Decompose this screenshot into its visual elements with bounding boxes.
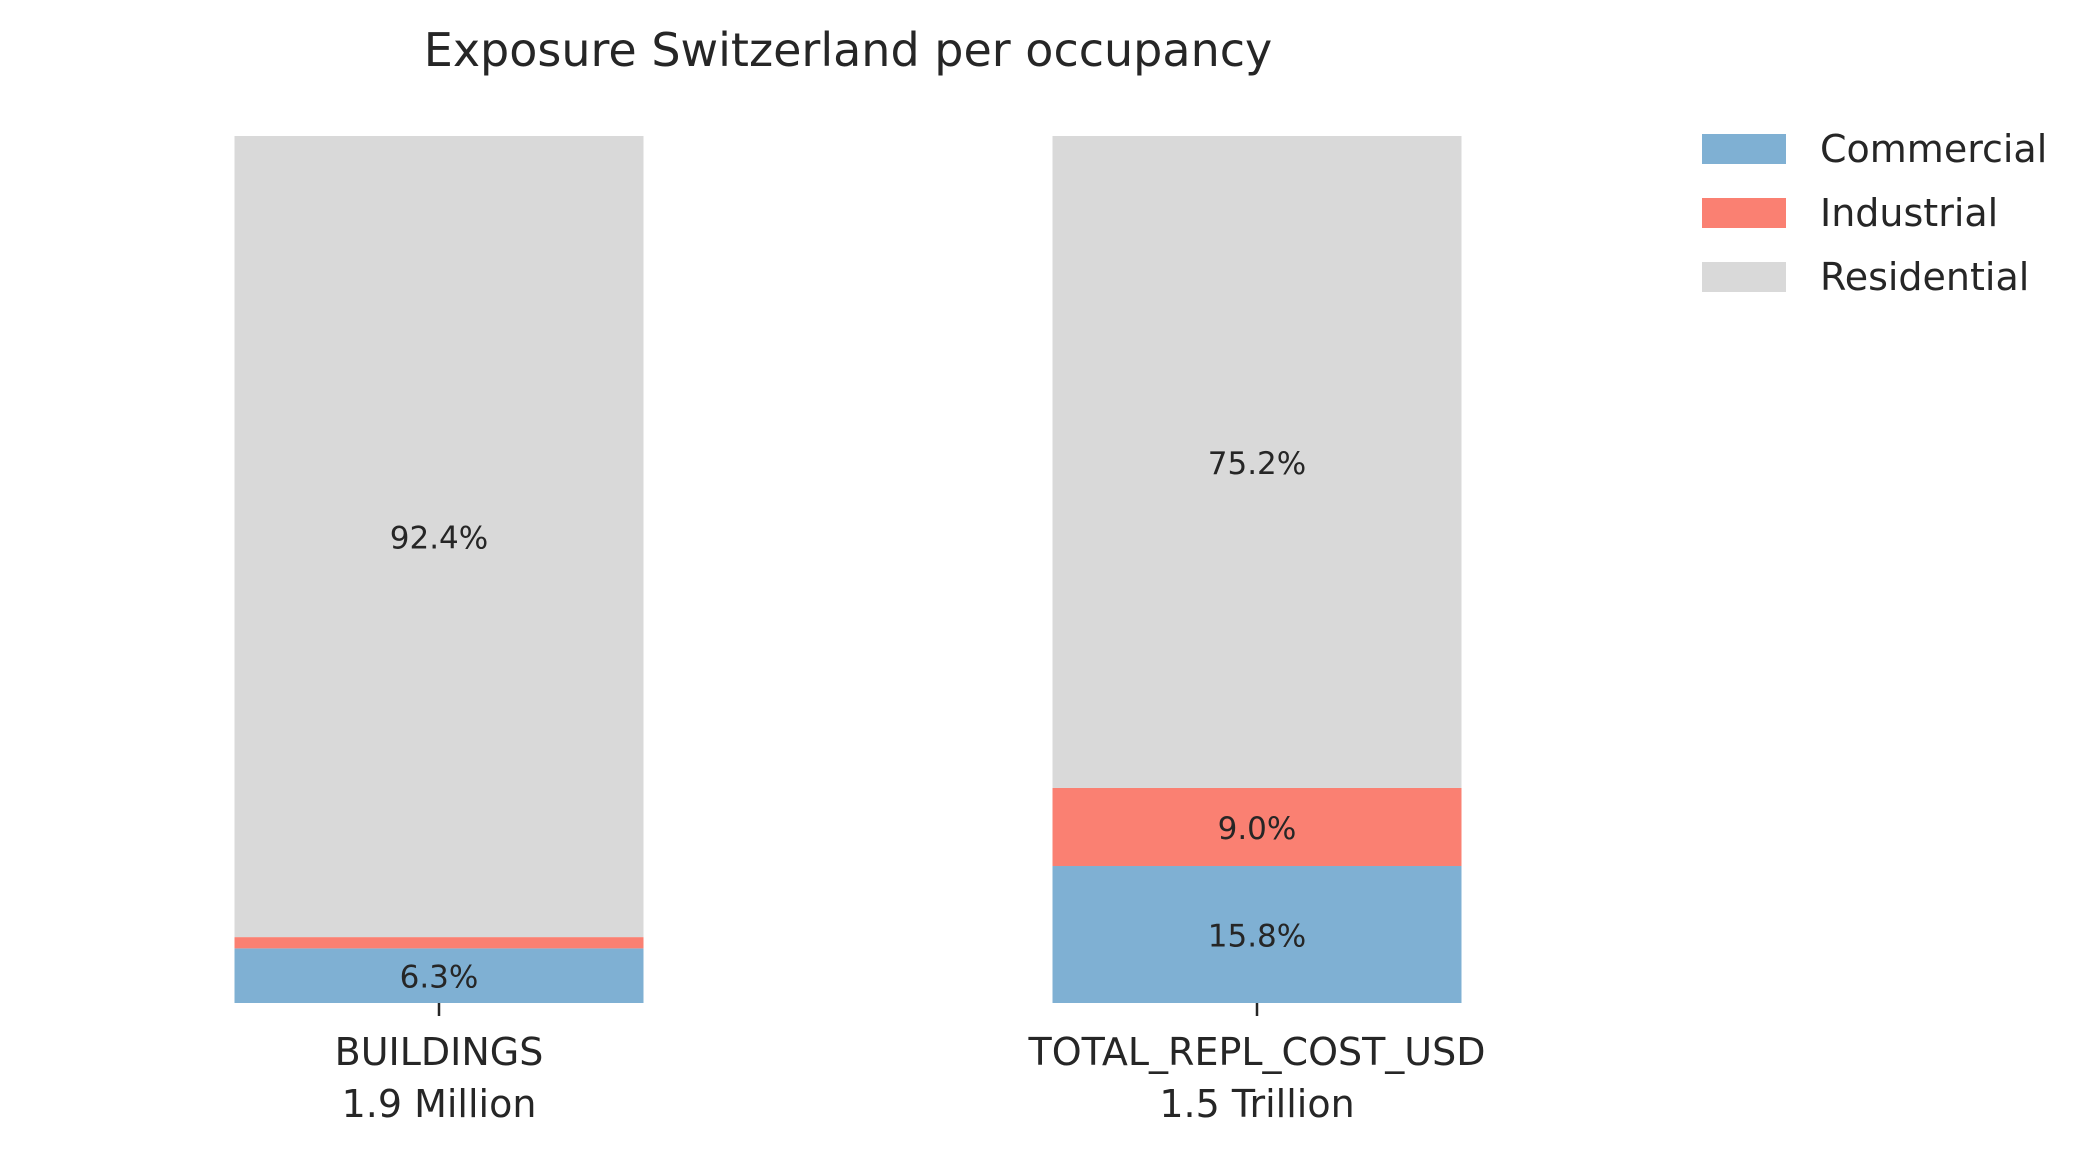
data-label-total-repl-cost-usd-residential: 75.2% [1208,446,1306,482]
legend-item-residential: Residential [1702,255,2029,299]
data-label-total-repl-cost-usd-industrial: 9.0% [1218,811,1297,847]
data-label-buildings-commercial: 6.3% [400,960,479,996]
legend-item-industrial: Industrial [1702,191,1998,235]
x-tick-total-total-repl-cost-usd: 1.5 Trillion [1159,1082,1354,1126]
x-tick-total-buildings: 1.9 Million [342,1082,537,1126]
data-label-buildings-residential: 92.4% [390,521,488,557]
x-tick-label-total-repl-cost-usd: TOTAL_REPL_COST_USD [1027,1030,1485,1074]
bar-total-repl-cost-usd-commercial [1052,866,1462,1003]
legend-swatch-industrial [1702,198,1786,228]
legend-item-commercial: Commercial [1702,127,2047,171]
legend-swatch-commercial [1702,134,1786,164]
legend-swatch-residential [1702,262,1786,292]
bars-layer [234,136,1462,1003]
legend-label-residential: Residential [1820,255,2029,299]
bar-buildings-industrial [234,937,644,949]
x-tick-label-buildings: BUILDINGS [335,1030,544,1074]
bar-buildings-residential [234,136,644,938]
bar-labels-layer: 6.3% 92.4% 15.8% 9.0% 75.2% [390,446,1306,996]
legend: Commercial Industrial Residential [1702,127,2047,299]
bar-total-repl-cost-usd-industrial [1052,787,1462,867]
legend-label-industrial: Industrial [1820,191,1998,235]
x-axis: BUILDINGS 1.9 Million TOTAL_REPL_COST_USD 1… [335,1003,1486,1126]
bar-total-repl-cost-usd-residential [1052,136,1462,788]
legend-label-commercial: Commercial [1820,127,2047,171]
data-label-total-repl-cost-usd-commercial: 15.8% [1208,919,1306,955]
bar-buildings-commercial [234,948,644,1003]
chart-title: Exposure Switzerland per occupancy [424,23,1272,77]
